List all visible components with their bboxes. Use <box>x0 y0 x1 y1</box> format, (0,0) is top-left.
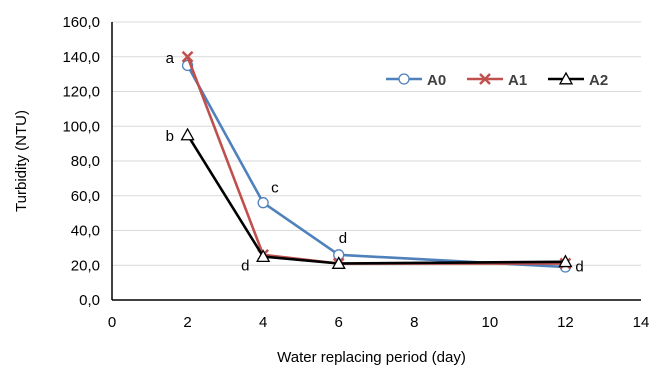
legend: A0 A1 A2 <box>386 71 608 89</box>
y-tick-label: 40,0 <box>71 223 100 240</box>
legend-marker <box>558 71 574 85</box>
y-tick-label: 80,0 <box>71 153 100 170</box>
legend-marker <box>398 73 410 85</box>
y-tick-label: 60,0 <box>71 188 100 205</box>
annotation-label: d <box>241 258 249 275</box>
x-tick-label: 0 <box>108 314 116 331</box>
y-tick-labels: 0,0 20,0 40,0 60,0 80,0 100,0 120,0 140,0 160,0 <box>62 14 100 309</box>
legend-item-A2: A2 <box>548 71 608 89</box>
x-tick-label: 6 <box>335 314 343 331</box>
data-point <box>181 50 194 63</box>
y-tick-label: 20,0 <box>71 257 100 274</box>
annotation-label: d <box>575 258 583 275</box>
legend-label: A2 <box>589 72 608 89</box>
series-line <box>186 64 566 269</box>
legend-marker <box>479 73 491 85</box>
x-tick-labels: 0 2 4 6 8 10 12 14 <box>108 314 650 331</box>
data-point <box>257 197 269 209</box>
y-tick-label: 120,0 <box>62 84 100 101</box>
series-A2 <box>180 127 573 269</box>
annotations: a b c d d d <box>166 50 584 276</box>
x-tick-label: 10 <box>482 314 499 331</box>
data-point <box>558 254 573 268</box>
y-tick-label: 100,0 <box>62 118 100 135</box>
x-tick-label: 4 <box>259 314 267 331</box>
legend-label: A1 <box>508 72 527 89</box>
annotation-label: c <box>271 180 279 197</box>
series-group <box>180 50 573 273</box>
y-axis-label: Turbidity (NTU) <box>13 110 30 212</box>
legend-item-A0: A0 <box>386 72 446 89</box>
x-axis-label: Water replacing period (day) <box>277 349 466 366</box>
legend-label: A0 <box>427 72 446 89</box>
annotation-label: d <box>339 230 347 247</box>
series-A0 <box>181 59 572 273</box>
data-point <box>256 249 271 263</box>
x-tick-label: 2 <box>183 314 191 331</box>
x-tick-label: 14 <box>633 314 650 331</box>
y-tick-label: 160,0 <box>62 14 100 31</box>
axes <box>111 22 641 301</box>
y-tick-label: 0,0 <box>79 292 100 309</box>
annotation-label: b <box>166 128 174 145</box>
series-line <box>186 134 566 265</box>
data-point <box>180 127 195 141</box>
legend-item-A1: A1 <box>467 72 527 89</box>
annotation-label: a <box>166 50 175 67</box>
gridlines <box>112 21 641 266</box>
x-tick-label: 12 <box>557 314 574 331</box>
data-point <box>331 256 346 269</box>
y-tick-label: 140,0 <box>62 49 100 66</box>
x-tick-label: 8 <box>410 314 418 331</box>
